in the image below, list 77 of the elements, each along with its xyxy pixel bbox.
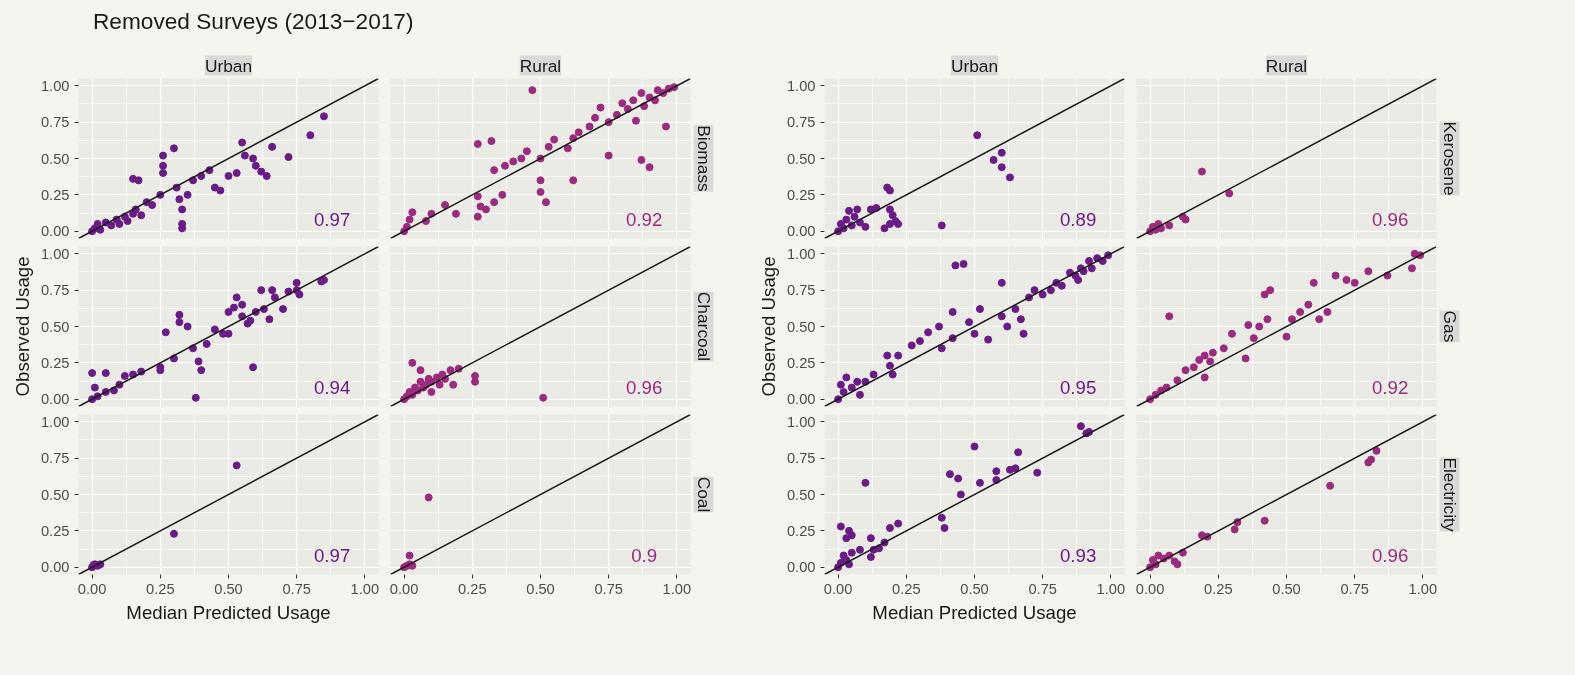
x-tick-label: 0.75	[1028, 580, 1057, 597]
y-tick-label: 0.00	[786, 223, 816, 240]
annotation: 0.97	[313, 545, 351, 567]
chart-title: Rural	[519, 55, 562, 76]
y-tick-label: 0.75	[786, 114, 816, 131]
x-tick-label: 0.50	[1272, 580, 1301, 597]
annotation: 0.93	[1059, 545, 1097, 567]
y-tick-label: 0.75	[786, 282, 816, 299]
y-tick-label: 0.25	[786, 522, 816, 539]
y-tick-label: 0.75	[40, 450, 70, 467]
x-tick-label: 0.00	[823, 580, 853, 597]
x-tick-label: 0.25	[1204, 580, 1233, 597]
y2-axis-title: Electricity	[1439, 457, 1460, 532]
y-tick-label: 0.75	[786, 450, 816, 467]
y-tick-label: 0.25	[786, 186, 816, 203]
chart-title: Urban	[950, 55, 999, 76]
y-tick-label: 0.00	[786, 391, 816, 408]
x-tick-label: 1.00	[350, 580, 380, 597]
x-tick-label: 1.00	[662, 580, 692, 597]
annotation: 0.9	[631, 545, 658, 567]
x-tick-label: 0.25	[458, 580, 487, 597]
annotation: 0.97	[313, 209, 351, 231]
y-tick-label: 0.75	[40, 114, 70, 131]
x-axis-title: Median Predicted Usage	[126, 601, 331, 623]
chart-title: Rural	[1265, 55, 1308, 76]
x-tick-label: 0.00	[77, 580, 107, 597]
x-tick-label: 1.00	[1408, 580, 1438, 597]
y-tick-label: 0.00	[40, 223, 70, 240]
y-tick-label: 0.50	[786, 318, 816, 335]
y-tick-label: 0.50	[786, 486, 816, 503]
text: Removed Surveys (2013−2017)	[92, 7, 414, 36]
y-tick-label: 1.00	[786, 413, 816, 430]
annotation: 0.94	[313, 377, 351, 399]
y2-axis-title: Charcoal	[693, 291, 714, 362]
y-tick-label: 0.25	[40, 354, 70, 371]
annotation: 0.95	[1059, 377, 1097, 399]
y-tick-label: 1.00	[40, 245, 70, 262]
x-tick-label: 0.75	[1340, 580, 1369, 597]
annotation: 0.96	[1371, 209, 1409, 231]
y2-axis-title: Biomass	[693, 125, 714, 193]
y-tick-label: 0.50	[40, 318, 70, 335]
x-axis-title: Median Predicted Usage	[872, 601, 1077, 623]
annotation: 0.96	[1371, 545, 1409, 567]
x-tick-label: 0.50	[526, 580, 555, 597]
x-tick-label: 0.50	[214, 580, 243, 597]
y-tick-label: 0.50	[40, 486, 70, 503]
x-tick-label: 0.25	[892, 580, 921, 597]
x-tick-label: 0.75	[282, 580, 311, 597]
annotation: 0.92	[625, 209, 663, 231]
x-tick-label: 0.25	[146, 580, 175, 597]
chart-title: Urban	[204, 55, 253, 76]
annotation: 0.92	[1371, 377, 1409, 399]
x-tick-label: 0.00	[389, 580, 419, 597]
y2-axis-title: Gas	[1439, 310, 1460, 343]
y-tick-label: 1.00	[40, 413, 70, 430]
y-tick-label: 0.50	[40, 150, 70, 167]
y-axis-title: Observed Usage	[757, 256, 779, 397]
x-tick-label: 0.00	[1135, 580, 1165, 597]
y-tick-label: 1.00	[786, 77, 816, 94]
y-tick-label: 0.75	[40, 282, 70, 299]
annotation: 0.96	[625, 377, 663, 399]
y-tick-label: 0.00	[40, 391, 70, 408]
y-tick-label: 1.00	[40, 77, 70, 94]
y-axis-title: Observed Usage	[11, 256, 33, 397]
y-tick-label: 0.25	[40, 522, 70, 539]
y2-axis-title: Coal	[693, 476, 714, 513]
annotation: 0.89	[1059, 209, 1097, 231]
y2-axis-title: Kerosene	[1439, 121, 1460, 196]
y-tick-label: 0.50	[786, 150, 816, 167]
y-tick-label: 0.00	[786, 559, 816, 576]
x-tick-label: 0.75	[594, 580, 623, 597]
y-tick-label: 0.00	[40, 559, 70, 576]
y-tick-label: 0.25	[40, 186, 70, 203]
x-tick-label: 1.00	[1096, 580, 1126, 597]
y-tick-label: 1.00	[786, 245, 816, 262]
x-tick-label: 0.50	[960, 580, 989, 597]
y-tick-label: 0.25	[786, 354, 816, 371]
